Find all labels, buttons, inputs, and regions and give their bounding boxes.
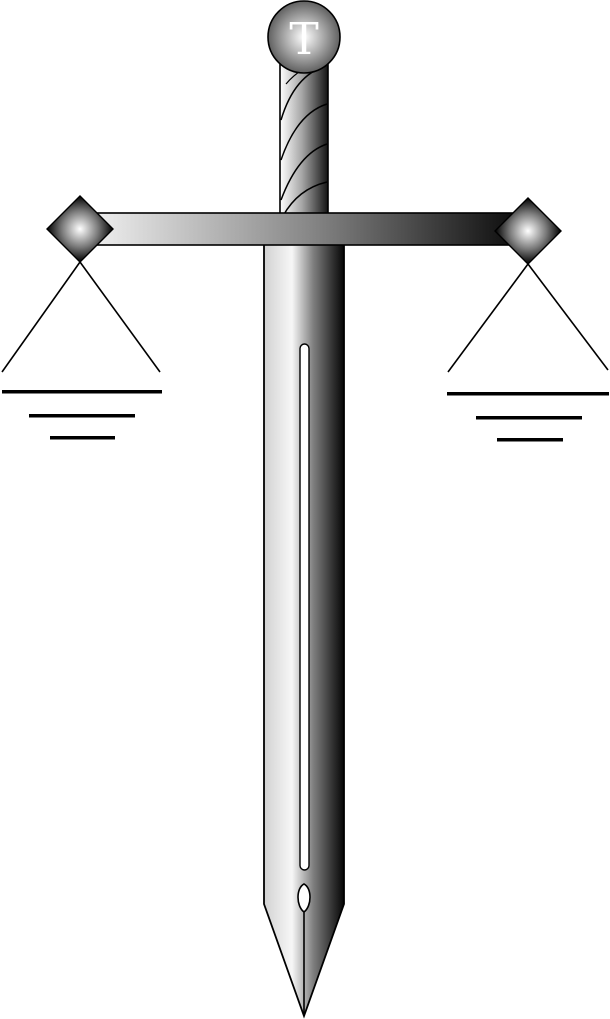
pommel-letter: T [289,14,318,65]
sword-grip [279,59,329,219]
right-beam-diamond [494,197,562,265]
right-scale-pan [447,263,609,442]
sword-blade [263,243,345,1019]
sword-pommel: T [267,0,341,74]
crossguard-beam [77,212,531,246]
left-beam-diamond [46,195,114,263]
left-scale-pan [1,261,162,440]
